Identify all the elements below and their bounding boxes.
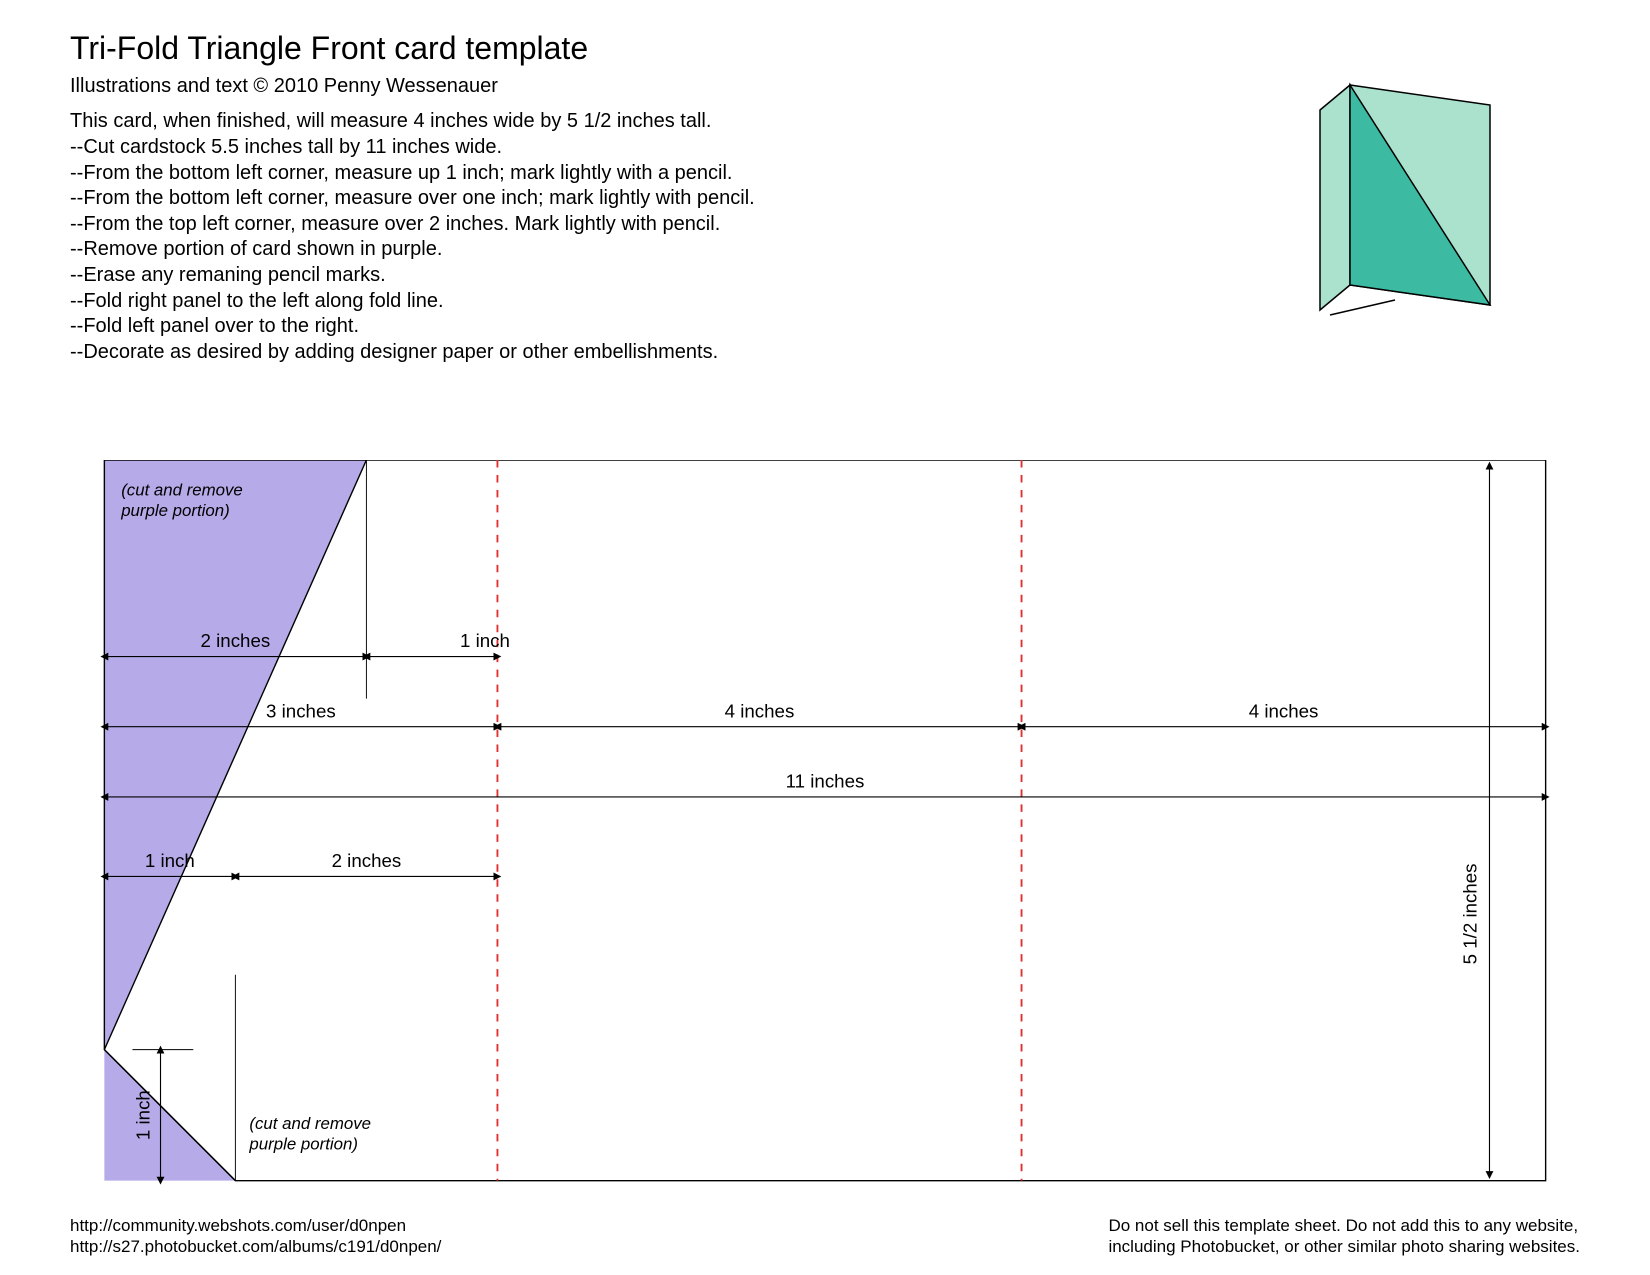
svg-text:4 inches: 4 inches xyxy=(725,700,795,721)
footer-legal-1: Do not sell this template sheet. Do not … xyxy=(1108,1215,1580,1236)
step-9: --Decorate as desired by adding designer… xyxy=(70,340,1600,366)
footer-url-1: http://community.webshots.com/user/d0npe… xyxy=(70,1215,441,1236)
svg-text:5 1/2 inches: 5 1/2 inches xyxy=(1459,863,1480,964)
svg-text:purple portion): purple portion) xyxy=(248,1135,358,1154)
svg-text:2 inches: 2 inches xyxy=(201,630,271,651)
page-title: Tri-Fold Triangle Front card template xyxy=(70,30,1600,67)
svg-text:1 inch: 1 inch xyxy=(460,630,510,651)
template-diagram: 2 inches 1 inch 3 inches 4 inches 4 inches 11… xyxy=(50,460,1600,1190)
svg-text:purple portion): purple portion) xyxy=(120,501,230,520)
footer-legal: Do not sell this template sheet. Do not … xyxy=(1108,1215,1580,1258)
footer: http://community.webshots.com/user/d0npe… xyxy=(70,1215,1580,1258)
svg-text:4 inches: 4 inches xyxy=(1249,700,1319,721)
svg-text:1 inch: 1 inch xyxy=(145,850,195,871)
svg-text:11 inches: 11 inches xyxy=(786,771,865,792)
footer-url-2: http://s27.photobucket.com/albums/c191/d… xyxy=(70,1236,441,1257)
footer-urls: http://community.webshots.com/user/d0npe… xyxy=(70,1215,441,1258)
svg-text:2 inches: 2 inches xyxy=(332,850,402,871)
svg-text:(cut and remove: (cut and remove xyxy=(249,1114,371,1133)
footer-legal-2: including Photobucket, or other similar … xyxy=(1108,1236,1580,1257)
svg-text:1 inch: 1 inch xyxy=(132,1090,153,1140)
svg-text:(cut and remove: (cut and remove xyxy=(121,481,243,500)
folded-card-thumbnail xyxy=(1315,75,1535,335)
svg-text:3 inches: 3 inches xyxy=(266,700,336,721)
